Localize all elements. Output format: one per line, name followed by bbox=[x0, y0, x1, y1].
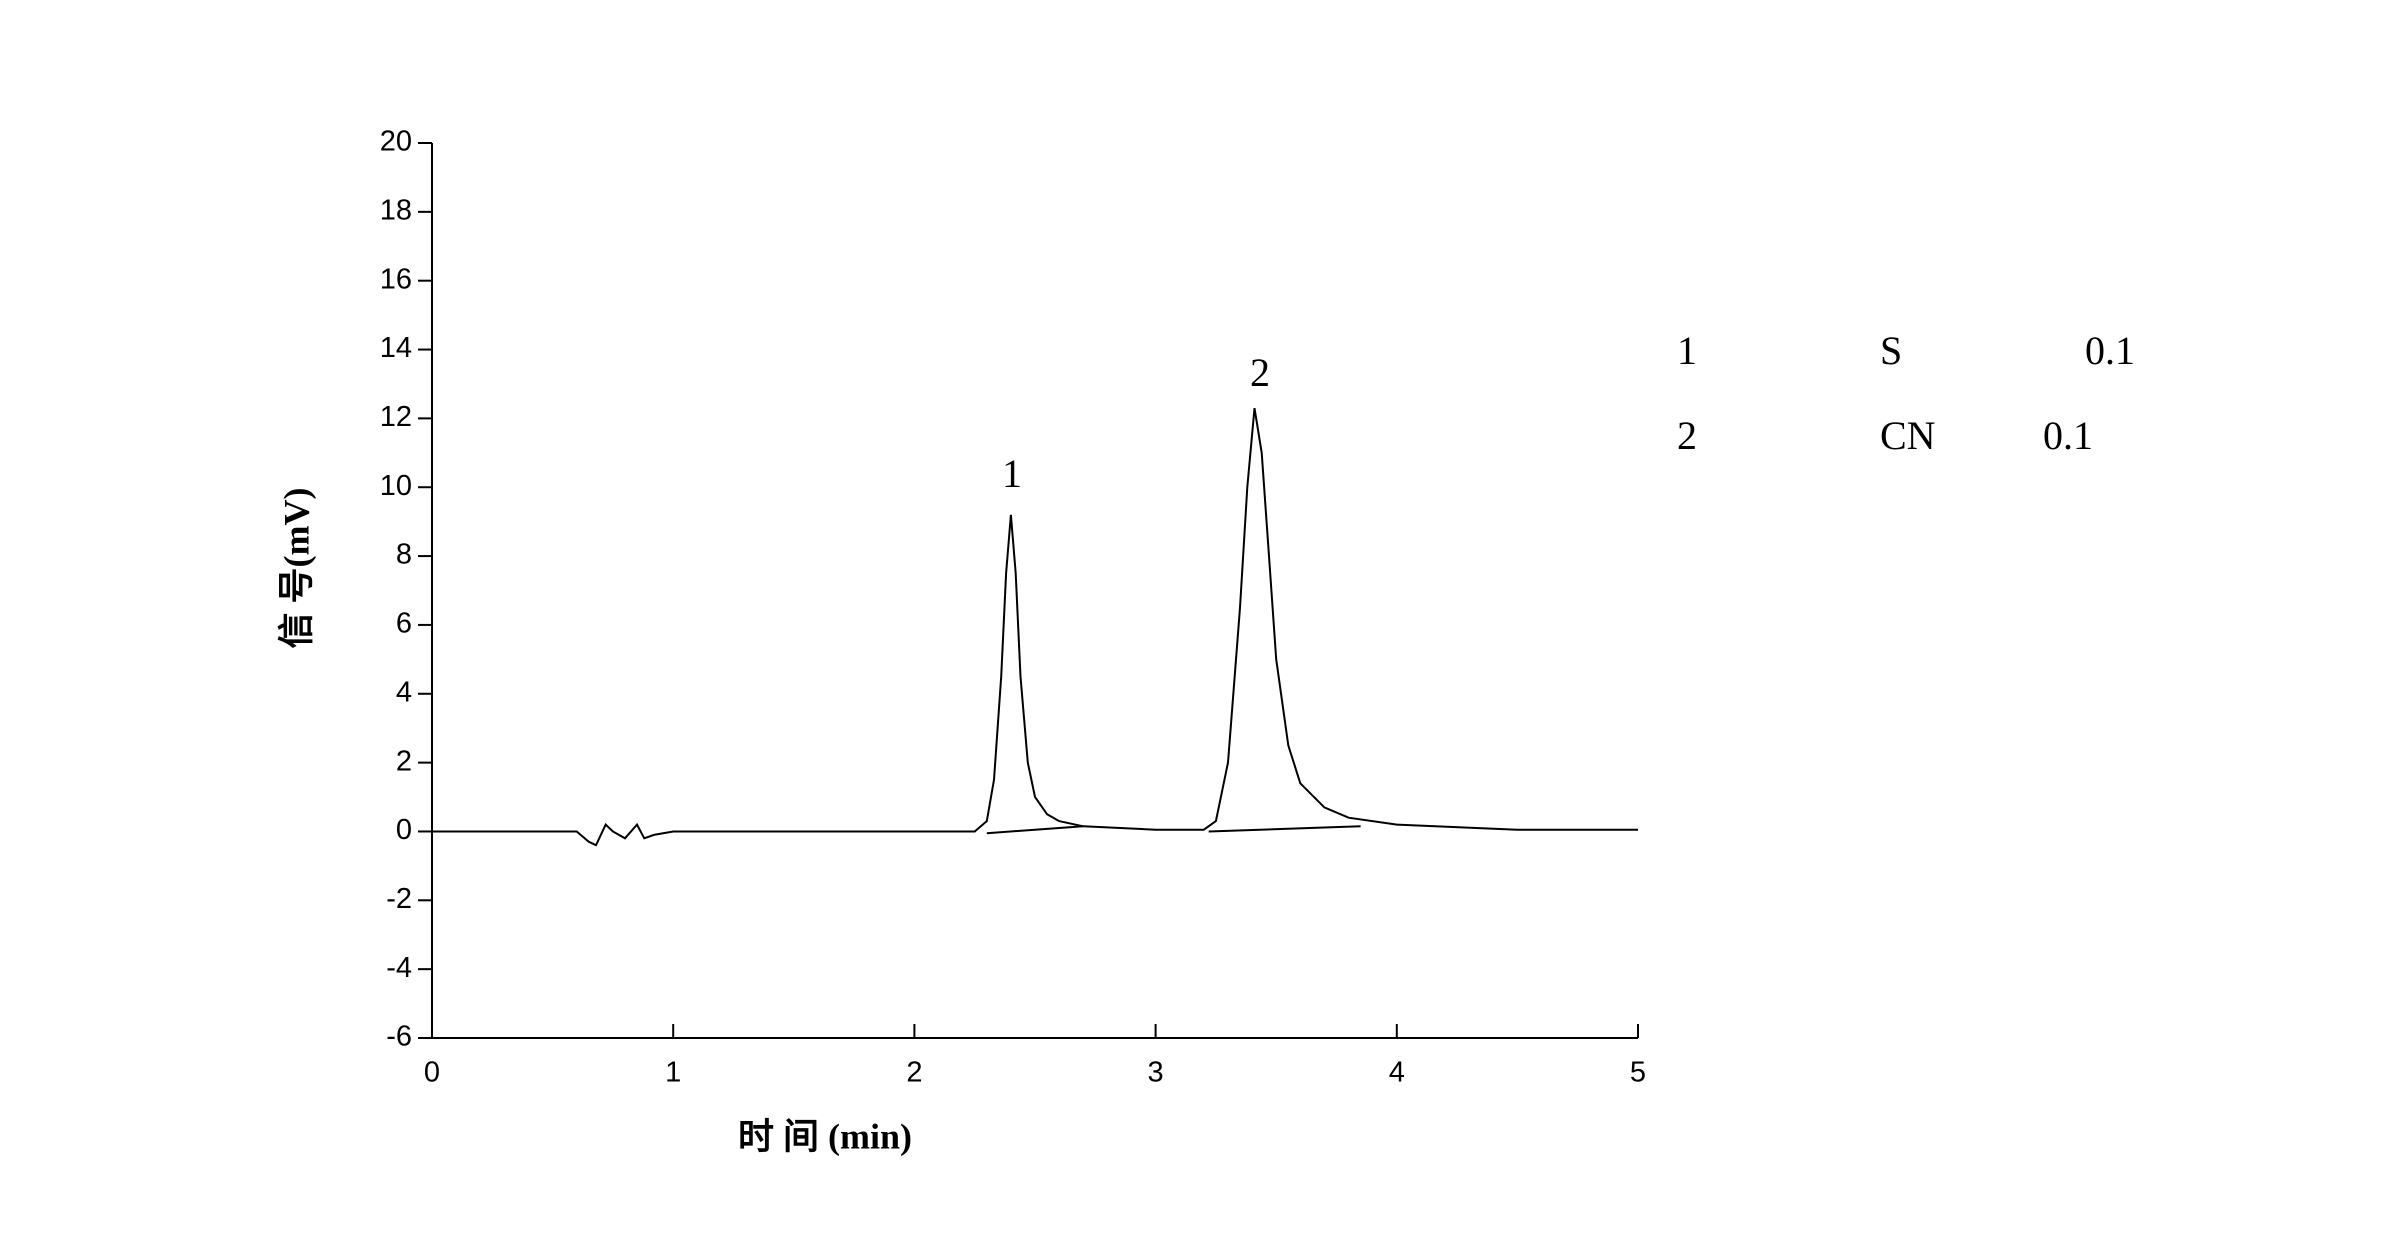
x-tick-label: 0 bbox=[424, 1057, 440, 1089]
table-cell: CN bbox=[1880, 413, 1936, 458]
y-tick-label: -6 bbox=[386, 1021, 412, 1053]
x-tick-label: 1 bbox=[665, 1057, 681, 1089]
table-cell: 2 bbox=[1677, 413, 1697, 458]
trace bbox=[432, 407, 1638, 847]
x-tick-label: 5 bbox=[1630, 1057, 1646, 1089]
x-tick-label: 3 bbox=[1148, 1057, 1164, 1089]
x-tick-label: 2 bbox=[906, 1057, 922, 1089]
y-tick-label: 16 bbox=[380, 263, 412, 295]
y-tick-label: 20 bbox=[380, 126, 412, 158]
y-tick-label: 18 bbox=[380, 195, 412, 227]
y-tick-label: 2 bbox=[396, 745, 412, 777]
y-tick-label: 14 bbox=[380, 332, 412, 364]
y-tick-label: 4 bbox=[396, 676, 412, 708]
y-tick-label: 10 bbox=[380, 470, 412, 502]
y-tick-label: 0 bbox=[396, 814, 412, 846]
y-tick-label: 12 bbox=[380, 401, 412, 433]
table-cell: 0.1 bbox=[2085, 328, 2135, 373]
x-axis-label: 时 间 (min) bbox=[738, 1116, 912, 1156]
peak-label: 1 bbox=[1002, 451, 1022, 496]
integration-baseline bbox=[986, 825, 1084, 835]
table-cell: 1 bbox=[1677, 328, 1697, 373]
y-axis-label: 信 号(mV) bbox=[276, 488, 316, 649]
y-tick-label: -4 bbox=[386, 952, 412, 984]
y-tick-label: 8 bbox=[396, 539, 412, 571]
integration-baseline bbox=[1208, 825, 1361, 833]
table-cell: 0.1 bbox=[2043, 413, 2093, 458]
table-cell: S bbox=[1880, 328, 1902, 373]
x-tick-label: 4 bbox=[1389, 1057, 1405, 1089]
y-tick-label: -2 bbox=[386, 883, 412, 915]
peak-label: 2 bbox=[1250, 350, 1270, 395]
y-tick-label: 6 bbox=[396, 608, 412, 640]
